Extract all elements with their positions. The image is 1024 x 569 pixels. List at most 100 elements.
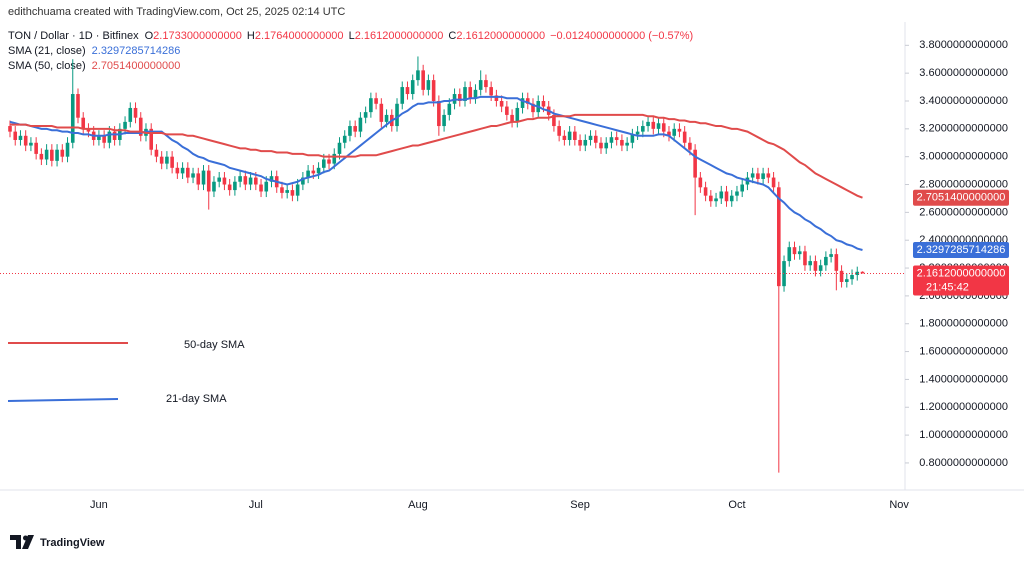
candle-body	[818, 265, 823, 271]
candle-body	[782, 261, 786, 287]
candle-body	[102, 135, 106, 143]
candle-body	[269, 176, 274, 182]
candle-body	[463, 87, 467, 101]
x-tick-label: Nov	[889, 499, 909, 511]
candle-body	[630, 134, 635, 143]
x-tick-label: Jun	[90, 499, 108, 511]
candle-body	[573, 131, 577, 140]
candle-body	[295, 184, 300, 196]
candle-body	[337, 142, 342, 154]
y-tick-label: 3.6000000000000	[919, 67, 1008, 79]
candle-body	[128, 107, 133, 122]
candle-body	[112, 131, 117, 140]
candle-body	[688, 142, 692, 150]
candle-body	[656, 123, 661, 129]
candle-body	[175, 167, 180, 174]
y-tick-label: 0.8000000000000	[919, 457, 1008, 469]
candle-body	[421, 70, 425, 90]
candle-body	[641, 126, 645, 132]
candle-body	[60, 149, 65, 157]
y-tick-label: 3.2000000000000	[919, 123, 1008, 135]
legend-item: SMA (50, close) 2.7051400000000	[8, 60, 180, 72]
x-tick-label: Jul	[249, 499, 263, 511]
y-tick-label: 3.8000000000000	[919, 39, 1008, 51]
candle-body	[363, 112, 368, 118]
candle-body	[829, 254, 833, 257]
candle-body	[583, 139, 588, 146]
candle-body	[149, 128, 154, 150]
candle-body	[792, 247, 797, 255]
candle-body	[677, 128, 682, 132]
candle-body	[578, 139, 582, 146]
candle-body	[39, 153, 44, 160]
header: edithchuama created with TradingView.com…	[8, 6, 345, 18]
candle-body	[803, 251, 807, 266]
candle-body	[787, 247, 792, 262]
candle-body	[839, 270, 844, 282]
candle-body	[227, 184, 232, 191]
candle-body	[13, 131, 18, 140]
candle-body	[620, 139, 624, 146]
candle-body	[322, 159, 326, 168]
candle-body	[50, 149, 54, 161]
candle-body	[735, 191, 739, 196]
candle-body	[489, 87, 493, 96]
symbol: TON / Dollar · 1D · Bitfinex	[8, 30, 139, 42]
candle-body	[86, 128, 91, 132]
candle-body	[761, 173, 765, 179]
y-tick-label: 2.8000000000000	[919, 178, 1008, 190]
x-tick-label: Oct	[728, 499, 745, 511]
candle-body	[813, 261, 818, 271]
candle-body	[693, 149, 697, 178]
countdown: 21:45:42	[926, 281, 969, 293]
y-tick-label: 1.4000000000000	[919, 373, 1008, 385]
candle-body	[342, 135, 347, 143]
candle-body	[201, 170, 206, 185]
ohlc-key: O	[145, 30, 154, 42]
y-tick-label: 1.0000000000000	[919, 429, 1008, 441]
candle-body	[661, 123, 666, 132]
ohlc-value: 2.1612000000000	[355, 30, 444, 42]
candle-body	[499, 100, 504, 107]
candle-body	[510, 114, 514, 122]
candle-body	[557, 126, 561, 136]
candle-body	[635, 131, 640, 135]
candle-body	[719, 191, 724, 199]
candle-body	[379, 103, 384, 122]
candle-body	[672, 128, 677, 136]
sma-line	[9, 95, 863, 251]
candle-body	[646, 121, 650, 127]
sma-line	[10, 113, 863, 199]
candle-body	[206, 170, 211, 192]
candle-body	[709, 195, 713, 202]
candle-body	[233, 181, 237, 191]
candle-body	[437, 100, 441, 127]
candle-body	[81, 117, 86, 129]
candle-body	[369, 98, 373, 113]
candle-body	[625, 142, 629, 146]
change: −0.0124000000000 (−0.57%)	[550, 30, 693, 42]
candle-body	[180, 167, 185, 174]
candle-body	[8, 126, 12, 132]
candle-body	[29, 142, 33, 146]
candle-body	[588, 135, 593, 140]
candle-body	[609, 137, 614, 143]
candle-body	[374, 98, 378, 104]
candle-body	[76, 94, 80, 118]
candle-body	[23, 135, 28, 146]
ohlc-value: 2.1764000000000	[255, 30, 344, 42]
candle-body	[484, 80, 488, 88]
ohlc-value: 2.1612000000000	[456, 30, 545, 42]
candle-body	[442, 114, 446, 127]
candle-body	[186, 167, 190, 178]
candle-body	[431, 80, 436, 101]
candle-body	[154, 149, 159, 157]
candle-body	[714, 198, 718, 202]
candle-body	[138, 117, 143, 136]
candle-body	[327, 159, 331, 164]
legend-name: SMA (50, close)	[8, 60, 86, 72]
candle-body	[771, 177, 776, 188]
candle-body	[107, 131, 112, 143]
candle-body	[494, 95, 499, 101]
